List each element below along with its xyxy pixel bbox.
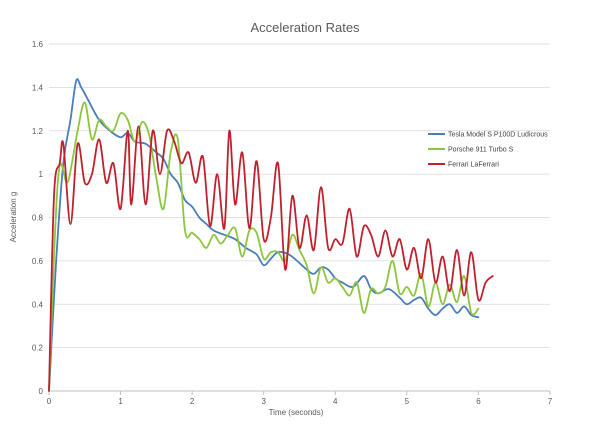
y-tick-label: 1.2 <box>32 127 44 136</box>
y-tick-label: 1.6 <box>32 40 44 49</box>
y-tick-label: 0.6 <box>32 257 44 266</box>
series-lines <box>48 78 494 392</box>
y-tick-label: 1 <box>39 170 44 179</box>
x-tick-label: 3 <box>261 397 266 406</box>
x-tick-label: 0 <box>47 397 52 406</box>
x-tick-label: 6 <box>476 397 481 406</box>
y-tick-label: 1.4 <box>32 83 44 92</box>
series-line-tesla-model-s-p100d-ludicrous <box>48 78 480 392</box>
y-tick-label: 0 <box>39 387 44 396</box>
gridlines <box>49 43 550 349</box>
series-line-ferrari-laferrari <box>48 125 494 392</box>
y-axis-label: Acceleration g <box>9 192 18 243</box>
x-tick-label: 4 <box>333 397 338 406</box>
y-tick-label: 0.4 <box>32 300 44 309</box>
legend: Tesla Model S P100D Ludicrous Porsche 911… <box>428 132 548 169</box>
y-axis-ticks: 0 0.2 0.4 0.6 0.8 1 1.2 1.4 1.6 <box>32 40 44 396</box>
x-tick-label: 2 <box>190 397 195 406</box>
x-axis-ticks: 0 1 2 3 4 5 6 7 <box>47 391 553 406</box>
legend-label: Tesla Model S P100D Ludicrous <box>448 132 548 139</box>
x-tick-label: 1 <box>118 397 123 406</box>
legend-label: Ferrari LaFerrari <box>448 162 499 169</box>
series-line-porsche-911-turbo-s <box>48 101 480 392</box>
legend-label: Porsche 911 Turbo S <box>448 147 514 154</box>
x-tick-label: 7 <box>548 397 553 406</box>
x-axis-label: Time (seconds) <box>269 408 324 417</box>
y-tick-label: 0.8 <box>32 214 44 223</box>
chart-title: Acceleration Rates <box>250 20 360 35</box>
y-tick-label: 0.2 <box>32 344 44 353</box>
x-tick-label: 5 <box>405 397 410 406</box>
